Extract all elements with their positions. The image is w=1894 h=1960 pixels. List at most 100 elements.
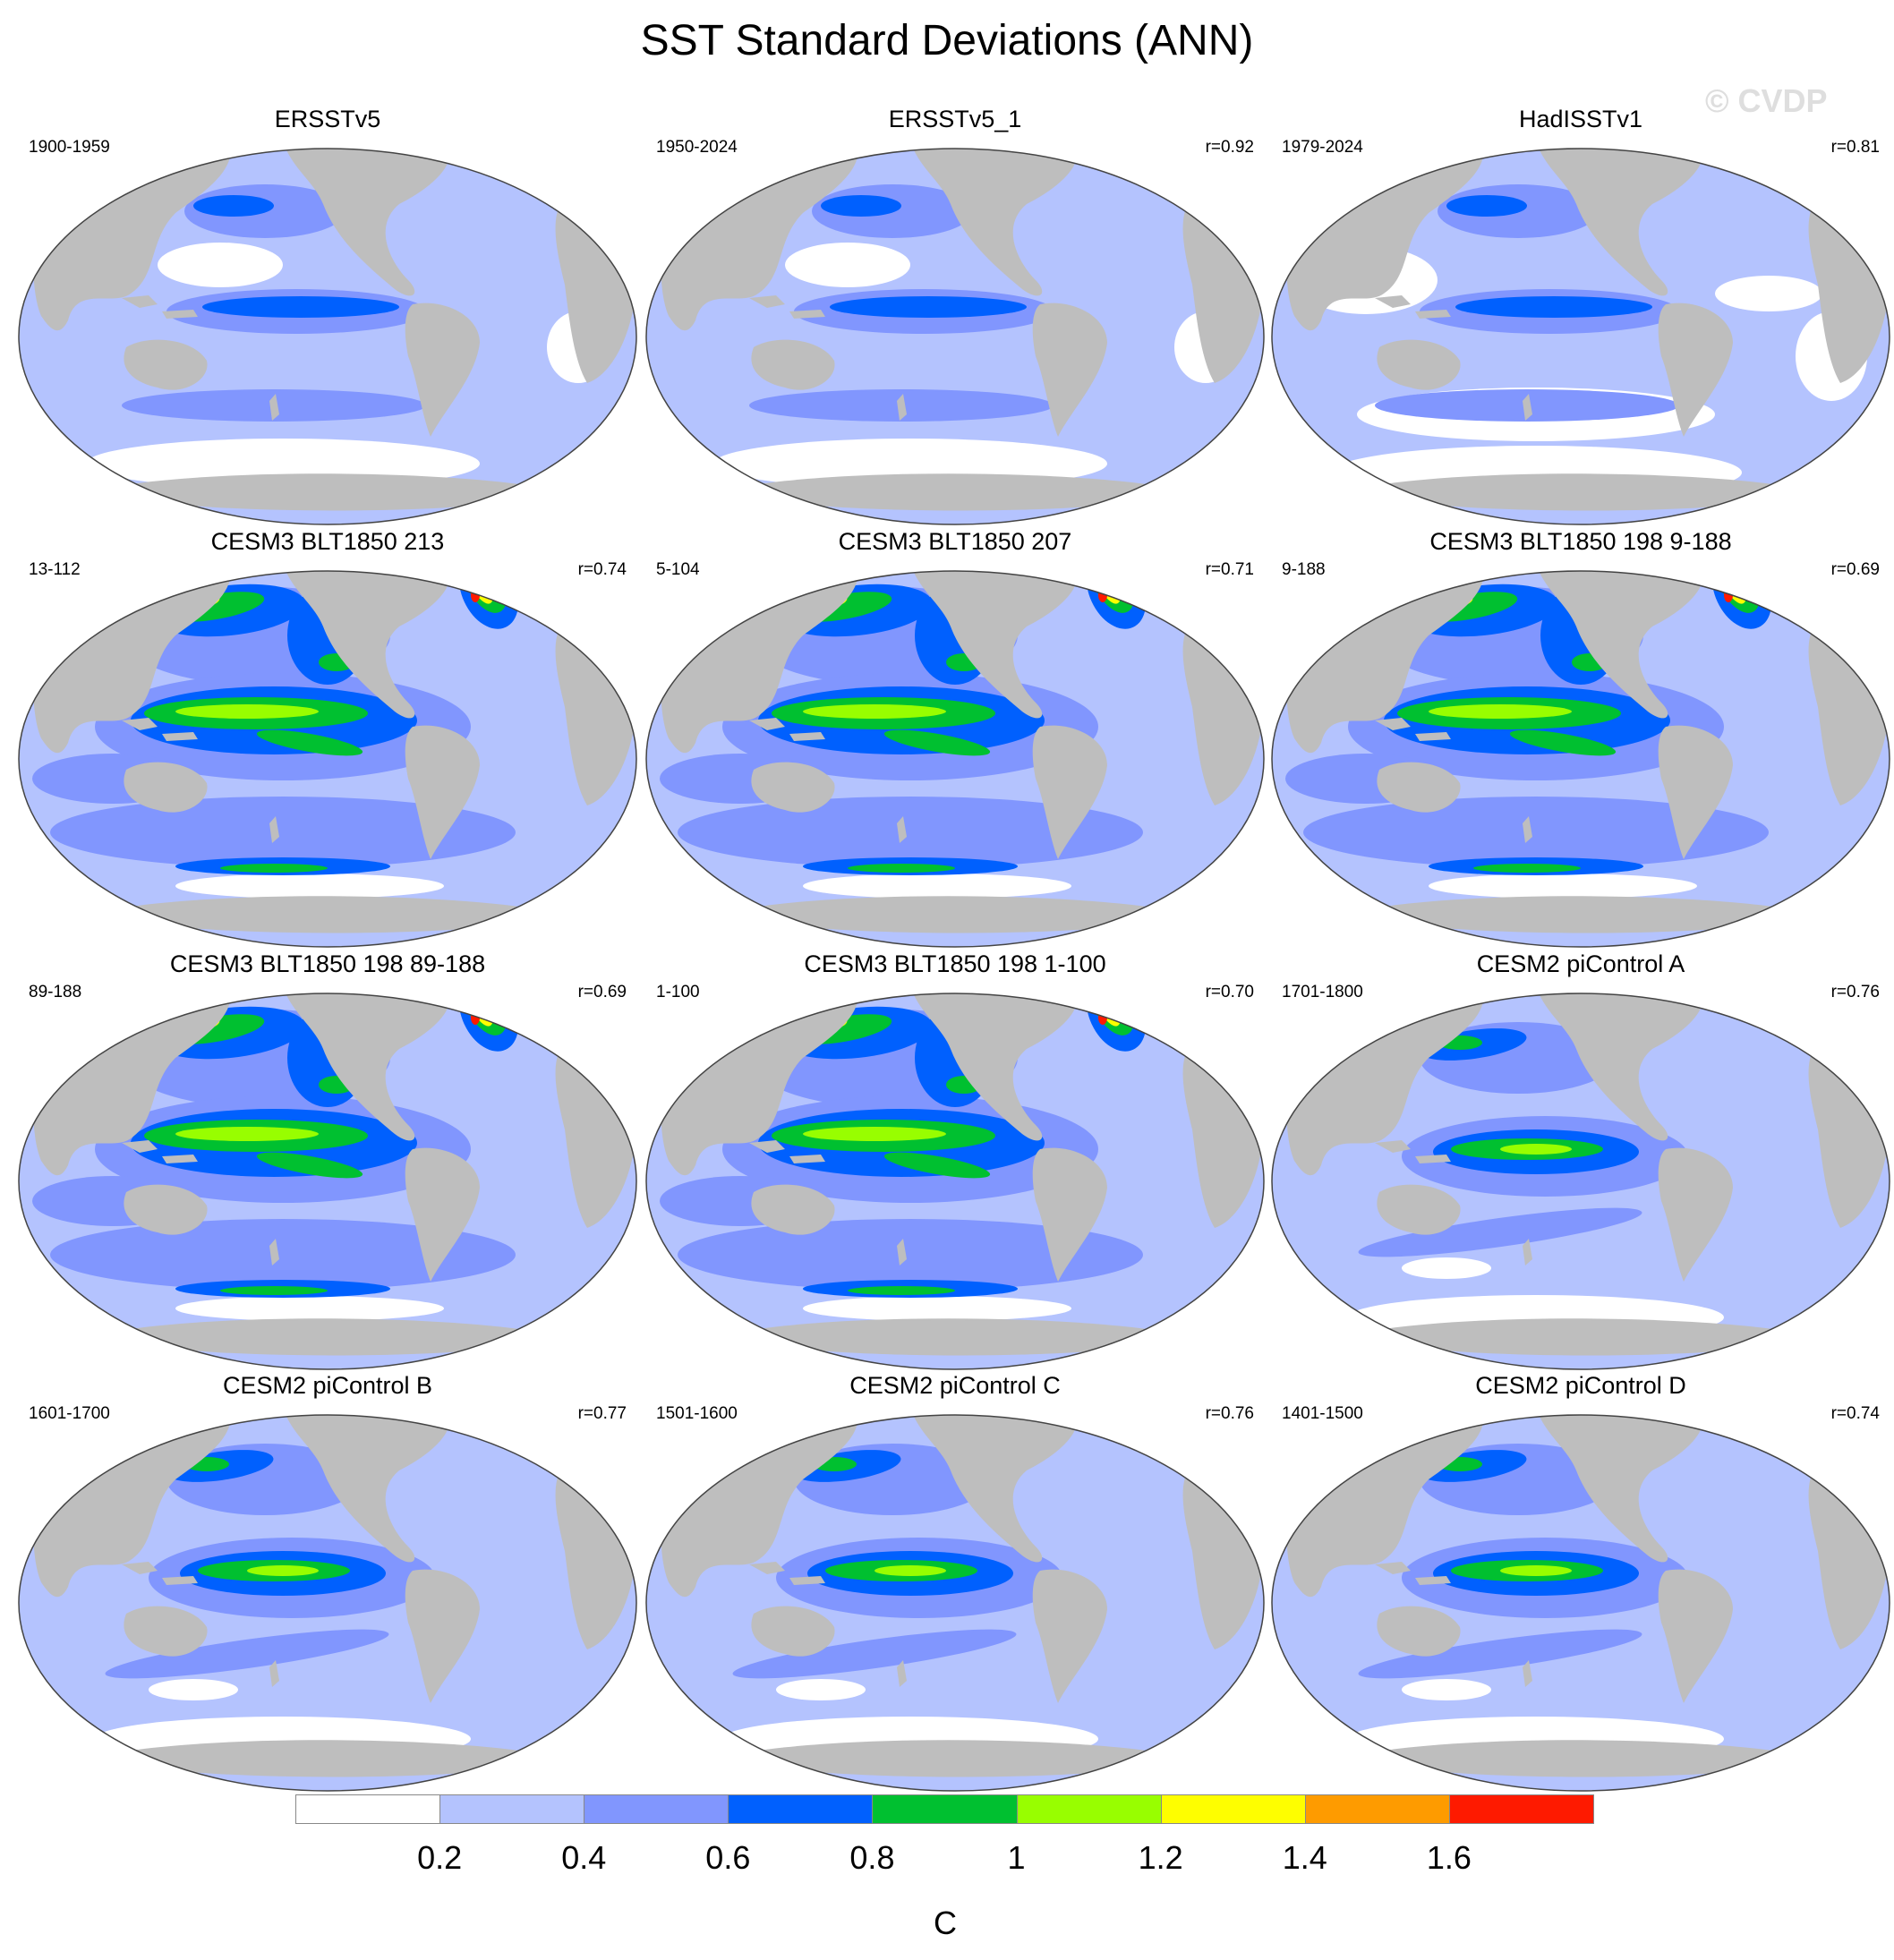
europe-land [1165,1425,1237,1462]
colorbar-tick-label: 1.6 [1426,1839,1472,1876]
north-america-land [1536,571,1703,719]
southern-ocean-band [1303,797,1769,868]
enso-south-branch [883,1152,991,1179]
new-zealand-land [897,394,907,421]
map-outline [1271,1414,1890,1792]
enso-peak [1429,704,1572,719]
australia-land [124,1184,208,1235]
indonesia-land [1375,1140,1451,1163]
panel-title: CESM2 piControl B [222,1372,433,1399]
colorbar-tick-label: 1.2 [1138,1839,1183,1876]
low-variance-area [803,873,1071,899]
colorbar-swatch [584,1794,729,1824]
panel-correlation: r=0.74 [1830,1404,1880,1423]
indonesia-land [749,1562,825,1585]
low-variance-area [803,1296,1071,1321]
antarctica-land [1348,473,1813,511]
map-panel: CESM3 BLT1850 198 1-100 1-100 r=0.70 [642,950,1268,1371]
panel-period: 1-100 [656,983,700,1001]
southern-ocean-band [50,797,516,868]
antarctica-land [95,1318,560,1356]
panel-period: 1950-2024 [656,138,738,157]
new-zealand-land [1523,1239,1532,1265]
low-variance-area [1715,276,1822,311]
indonesia-land [122,718,198,741]
enso-core [1455,296,1652,318]
panel-period: 1601-1700 [29,1404,110,1423]
north-america-land [910,149,1078,296]
europe-land [538,581,610,618]
colorbar: 0.2 0.4 0.6 0.8 1 1.2 1.4 1.6 [295,1794,1594,1876]
panel-title: CESM3 BLT1850 198 89-188 [169,950,486,977]
panel-correlation: r=0.74 [577,560,627,579]
colorbar-tick-label: 1.4 [1282,1839,1327,1876]
panel-correlation: r=0.77 [577,1404,627,1423]
colorbar-swatch [872,1794,1018,1824]
australia-land [124,762,208,813]
new-zealand-land [269,394,279,421]
map-outline [645,1414,1265,1792]
sst-map [18,993,637,1370]
map-panel: ERSSTv5_1 1950-2024 r=0.92 [642,106,1268,526]
north-america-land [910,993,1078,1141]
antarctica-land [95,896,560,933]
south-pacific-band [1358,1629,1642,1679]
colorbar-swatch [1448,1794,1594,1824]
indonesia-land [1375,718,1451,741]
panel-period: 89-188 [29,983,82,1001]
map-outline [1271,993,1890,1370]
north-america-land [283,1415,450,1563]
south-pacific-band [1358,1207,1642,1257]
panel-title: HadISSTv1 [1518,106,1643,132]
low-variance-area [776,1679,866,1700]
ocean-background [646,149,1264,524]
southern-ocean-band [678,1219,1143,1291]
southern-ocean-peak [848,864,955,873]
panel-period: 5-104 [656,560,700,579]
map-panel: CESM2 piControl B 1601-1700 r=0.77 [14,1372,641,1793]
map-outline [18,148,637,525]
indonesia-land [122,1562,198,1585]
panel-period: 9-188 [1282,560,1326,579]
map-panel: CESM3 BLT1850 213 13-112 r=0.74 [14,528,641,949]
new-zealand-land [1523,816,1532,843]
enso-peak [175,704,319,719]
north-america-land [283,571,450,719]
map-panel: CESM2 piControl A 1701-1800 r=0.76 [1267,950,1894,1371]
panel-title: ERSSTv5_1 [888,106,1022,132]
new-zealand-land [897,816,907,843]
sst-map [645,1414,1265,1792]
map-outline [645,148,1265,525]
colorbar-tick-label: 0.6 [705,1839,751,1876]
low-variance-area [149,1679,238,1700]
north-america-land [910,1415,1078,1563]
north-america-land [283,993,450,1141]
europe-land [1165,158,1237,196]
australia-land [1377,1606,1461,1657]
map-outline [18,570,637,948]
sst-map [645,148,1265,525]
map-panel: CESM3 BLT1850 198 9-188 9-188 r=0.69 [1267,528,1894,949]
southern-ocean-band [678,797,1143,868]
cvdp-watermark: © CVDP [1705,82,1828,119]
panel-correlation: r=0.92 [1205,138,1254,157]
colorbar-swatch [439,1794,585,1824]
south-pacific-band [732,1629,1017,1679]
north-america-land [283,149,450,296]
enso-core [202,296,399,318]
europe-land [1791,158,1863,196]
australia-land [124,1606,208,1657]
sst-map [18,148,637,525]
south-america-land [405,1147,480,1282]
low-variance-area [175,1296,444,1321]
enso-peak [1500,1565,1572,1576]
enso-south-branch [256,729,363,756]
australia-land [1377,1184,1461,1235]
south-america-land [405,725,480,859]
map-outline [645,993,1265,1370]
panel-period: 1900-1959 [29,138,110,157]
antarctica-land [722,1740,1188,1777]
map-panel: CESM2 piControl D 1401-1500 r=0.74 [1267,1372,1894,1793]
new-zealand-land [1523,394,1532,421]
panel-title: CESM3 BLT1850 198 9-188 [1429,528,1732,555]
